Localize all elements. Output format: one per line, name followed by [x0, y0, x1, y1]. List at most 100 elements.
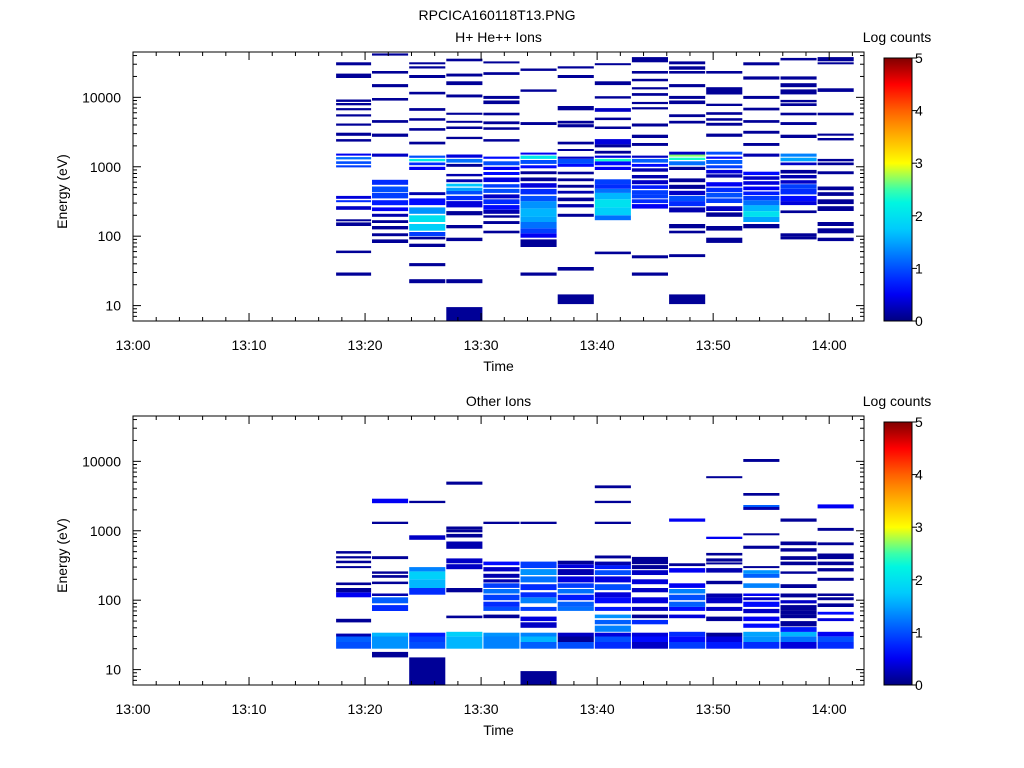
heatmap-cell — [557, 569, 594, 575]
heatmap-cell — [669, 207, 706, 213]
heatmap-cell — [743, 76, 780, 80]
heatmap-cell — [817, 206, 854, 211]
heatmap-cell — [817, 237, 854, 242]
heatmap-cell — [780, 233, 817, 237]
heatmap-cell — [743, 130, 780, 134]
x-tick-label: 13:10 — [232, 701, 267, 717]
heatmap-cell — [706, 118, 743, 121]
heatmap-cell — [483, 61, 520, 64]
x-axis-label: Time — [483, 358, 514, 374]
heatmap-cell — [631, 155, 668, 158]
heatmap-cell — [631, 597, 668, 604]
heatmap-cell — [520, 521, 557, 524]
heatmap-cell — [743, 566, 780, 569]
x-tick-label: 13:50 — [696, 337, 731, 353]
heatmap-cell — [483, 95, 520, 99]
heatmap-cell — [669, 100, 706, 105]
heatmap-cell — [631, 158, 668, 163]
heatmap-cell — [409, 75, 446, 78]
colorbar-tick-label: 5 — [915, 50, 923, 66]
heatmap-cell — [446, 636, 483, 649]
heatmap-cell — [336, 114, 372, 117]
heatmap-cell — [520, 569, 557, 575]
heatmap-cell — [336, 592, 372, 598]
heatmap-cell — [594, 126, 631, 129]
heatmap-cell — [483, 172, 520, 175]
spectrogram-panel: 13:00 13:10 13:20 13:30 13:40 13:50 14:0010100… — [54, 393, 931, 738]
heatmap-cell — [631, 199, 668, 204]
heatmap-cell — [520, 222, 557, 229]
heatmap-cell — [336, 153, 372, 156]
heatmap-cell — [631, 134, 668, 138]
heatmap-cell — [557, 124, 594, 128]
heatmap-cell — [631, 185, 668, 189]
heatmap-cell — [594, 485, 631, 489]
heatmap-cell — [817, 577, 854, 581]
heatmap-cell — [520, 228, 557, 234]
heatmap-cell — [409, 632, 446, 637]
heatmap-cell — [446, 529, 483, 533]
heatmap-cell — [706, 122, 743, 126]
heatmap-cell — [336, 556, 372, 559]
heatmap-cell — [631, 565, 668, 570]
heatmap-cell — [372, 498, 409, 504]
x-tick-label: 13:30 — [464, 701, 499, 717]
heatmap-cell — [372, 651, 409, 658]
heatmap-cell — [336, 139, 372, 142]
heatmap-cell — [631, 194, 668, 199]
heatmap-cell — [706, 580, 743, 585]
heatmap-cell — [520, 622, 557, 628]
heatmap-cell — [594, 96, 631, 99]
heatmap-cell — [594, 215, 631, 221]
colorbar: 0 1 2 3 4 5 Log counts — [863, 393, 932, 693]
heatmap-cell — [631, 636, 668, 642]
heatmap-cell — [336, 222, 372, 226]
heatmap-cell — [631, 579, 668, 585]
heatmap-cell — [557, 267, 594, 271]
heatmap-cell — [520, 239, 557, 247]
heatmap-cell — [483, 184, 520, 188]
heatmap-cell — [780, 122, 817, 125]
y-tick-label: 10 — [105, 662, 121, 678]
heatmap-cell — [817, 199, 854, 205]
heatmap-cell — [372, 186, 409, 193]
heatmap-cell — [557, 204, 594, 208]
heatmap-cell — [706, 169, 743, 174]
heatmap-cell — [780, 153, 817, 157]
colorbar-tick-label: 0 — [915, 313, 923, 329]
heatmap-cell — [594, 161, 631, 166]
heatmap-cell — [743, 583, 780, 588]
heatmap-cell — [594, 188, 631, 193]
heatmap-cell — [817, 631, 854, 637]
heatmap-cell — [594, 500, 631, 504]
heatmap-cell — [669, 614, 706, 619]
heatmap-cell — [669, 61, 706, 65]
colorbar-tick-label: 2 — [915, 208, 923, 224]
heatmap-cell — [594, 636, 631, 642]
heatmap-cell — [520, 561, 557, 569]
heatmap-cell — [706, 192, 743, 198]
heatmap-cell — [669, 294, 706, 305]
heatmap-cell — [520, 597, 557, 604]
heatmap-cell — [594, 192, 631, 200]
heatmap-cell — [780, 636, 817, 642]
heatmap-cell — [446, 187, 483, 191]
heatmap-cell — [594, 570, 631, 575]
x-tick-label: 13:20 — [348, 337, 383, 353]
heatmap-cell — [780, 561, 817, 566]
heatmap-cell — [483, 199, 520, 205]
heatmap-cell — [631, 78, 668, 82]
colorbar-tick-label: 1 — [915, 624, 923, 640]
heatmap-cell — [520, 160, 557, 164]
heatmap-cell — [669, 95, 706, 99]
heatmap-cell — [780, 571, 817, 574]
heatmap-cell — [780, 83, 817, 88]
heatmap-cell — [743, 573, 780, 578]
heatmap-cell — [483, 194, 520, 199]
heatmap-cell — [669, 568, 706, 573]
heatmap-cell — [631, 87, 668, 90]
heatmap-cell — [409, 535, 446, 540]
heatmap-cell — [817, 162, 854, 166]
heatmap-cell — [669, 157, 706, 160]
